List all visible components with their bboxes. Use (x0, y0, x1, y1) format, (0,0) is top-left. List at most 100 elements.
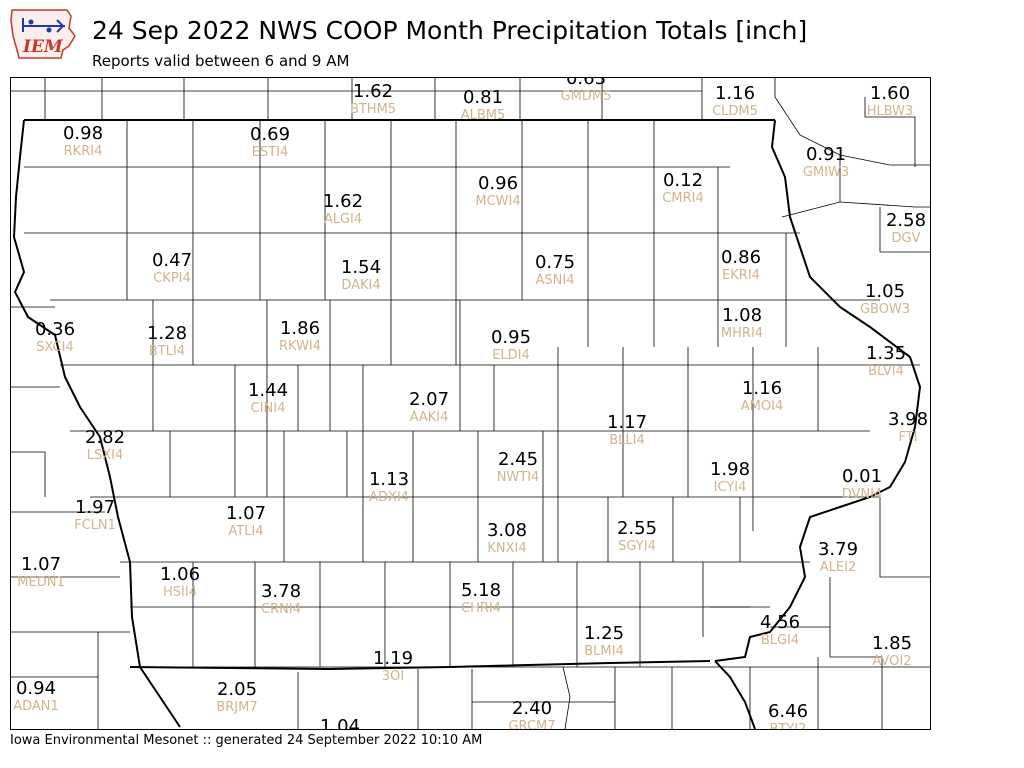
station-value: 1.85 (871, 633, 913, 654)
station-marker: 1.07 ATLI4 (226, 504, 266, 540)
station-marker: 0.01 DVNI4 (842, 467, 883, 503)
station-id: RKWI4 (278, 339, 322, 354)
station-value: 0.75 (534, 252, 576, 273)
station-value: 3.98 (887, 409, 929, 430)
station-value: 1.17 (606, 412, 648, 433)
station-id: DAKI4 (341, 278, 381, 293)
station-id: ALEI2 (819, 560, 857, 575)
footer-credit: Iowa Environmental Mesonet :: generated … (10, 733, 483, 748)
station-marker: 1.17 BLLI4 (606, 412, 648, 449)
state-boundaries (12, 119, 922, 729)
station-id: NWTI4 (496, 470, 540, 485)
station-marker: 1.44 CINI4 (247, 380, 289, 417)
station-marker: 1.28 BTLI4 (146, 323, 188, 360)
station-marker: 0.47 CKPI4 (152, 251, 192, 287)
station-value: 1.86 (279, 318, 321, 339)
station-id: MCWI4 (475, 194, 521, 209)
station-id: AAKI4 (409, 410, 449, 425)
station-id: FCLN1 (74, 518, 116, 533)
station-marker: 1.16 AMOI4 (741, 378, 783, 415)
station-marker: 1.05 GBOW3 (860, 282, 910, 318)
station-id: BTLI4 (148, 344, 186, 359)
station-value: 2.40 (511, 698, 553, 719)
station-marker: 4.56 BLGI4 (760, 613, 800, 649)
station-value: 2.58 (885, 210, 927, 231)
station-id: BTYI2 (768, 722, 808, 729)
station-id: BRJM7 (216, 700, 258, 715)
county-lines (10, 77, 930, 729)
station-id: MEDN1 (17, 575, 65, 590)
station-id: 3OI (381, 669, 405, 684)
station-id: ADXI4 (369, 490, 409, 505)
station-value: 0.63 (565, 77, 607, 89)
station-id: ALGI4 (323, 212, 363, 227)
station-id: BLMI4 (584, 644, 624, 659)
station-value: 1.60 (869, 83, 911, 104)
station-marker: 3.78 CRNI4 (260, 581, 302, 618)
station-marker: 1.07 MEDN1 (17, 554, 65, 591)
station-value: 1.54 (340, 257, 382, 278)
station-id: GRCM7 (508, 719, 556, 729)
station-marker: 0.95 ELDI4 (491, 328, 531, 364)
station-marker: 2.55 SGYI4 (617, 519, 657, 555)
station-marker: 0.69 ESTI4 (250, 125, 290, 161)
station-value: 1.04 (319, 716, 361, 730)
station-value: 1.28 (146, 323, 188, 344)
station-value: 3.78 (260, 581, 302, 602)
station-value: 0.36 (34, 319, 76, 340)
station-value: 1.44 (247, 380, 289, 401)
station-value: 1.97 (74, 497, 116, 518)
station-marker: 1.62 BTHM5 (350, 81, 396, 118)
station-value: 1.16 (741, 378, 783, 399)
station-value: 0.81 (462, 87, 504, 108)
station-value: 2.82 (84, 427, 126, 448)
station-id: ESTI4 (251, 145, 289, 160)
station-id: BLLI4 (609, 433, 645, 448)
station-marker: 0.98 RKRI4 (62, 123, 104, 160)
station-id: AVOI2 (872, 654, 912, 669)
station-id: CINI4 (250, 401, 286, 416)
station-marker: 3.08 KNXI4 (487, 521, 527, 557)
station-value: 1.62 (322, 191, 364, 212)
station-id: SGYI4 (618, 539, 656, 554)
station-marker: 1.98 ICYI4 (710, 460, 750, 496)
station-id: DGV (891, 231, 921, 246)
station-value: 2.05 (216, 679, 258, 700)
station-marker: 2.45 NWTI4 (496, 450, 540, 486)
station-marker: 1.86 RKWI4 (278, 318, 322, 355)
station-marker: 2.07 AAKI4 (409, 390, 449, 426)
station-value: 0.94 (15, 678, 57, 699)
station-id: CKPI4 (153, 271, 191, 286)
station-value: 1.62 (352, 81, 394, 102)
station-id: CLDM5 (712, 104, 758, 119)
station-value: 3.79 (817, 539, 859, 560)
station-value: 0.96 (477, 173, 519, 194)
station-marker: 1.60 HLBW3 (867, 83, 914, 120)
station-value: 1.06 (159, 564, 201, 585)
station-marker: 1.04 (319, 716, 361, 730)
station-value: 1.08 (721, 305, 763, 326)
station-marker: 0.63 GMDM5 (561, 77, 612, 104)
station-id: GMDM5 (560, 89, 612, 104)
station-value: 0.98 (62, 123, 104, 144)
station-id: LSXI4 (86, 448, 124, 463)
station-marker: 0.91 GMIW3 (803, 145, 849, 181)
station-marker: 3.79 ALEI2 (817, 539, 859, 576)
map-subtitle: Reports valid between 6 and 9 AM (92, 52, 350, 70)
station-marker: 2.05 BRJM7 (216, 679, 258, 716)
station-marker: 5.18 CHRI4 (461, 581, 501, 617)
station-marker: 0.75 ASNI4 (534, 252, 576, 289)
iem-logo: IEM (10, 9, 76, 59)
station-marker: 1.08 MHRI4 (721, 305, 763, 342)
logo-text: IEM (22, 37, 64, 57)
station-value: 1.07 (20, 554, 62, 575)
station-id: CRNI4 (261, 602, 301, 617)
station-marker: 0.96 MCWI4 (475, 173, 521, 210)
station-id: RKRI4 (63, 144, 103, 159)
station-id: ICYI4 (713, 480, 747, 495)
station-id: CMRI4 (662, 191, 704, 206)
station-id: HSII4 (163, 585, 197, 600)
station-marker: 2.40 GRCM7 (508, 698, 556, 730)
station-marker: 1.97 FCLN1 (74, 497, 116, 534)
station-marker: 2.82 LSXI4 (84, 427, 126, 464)
